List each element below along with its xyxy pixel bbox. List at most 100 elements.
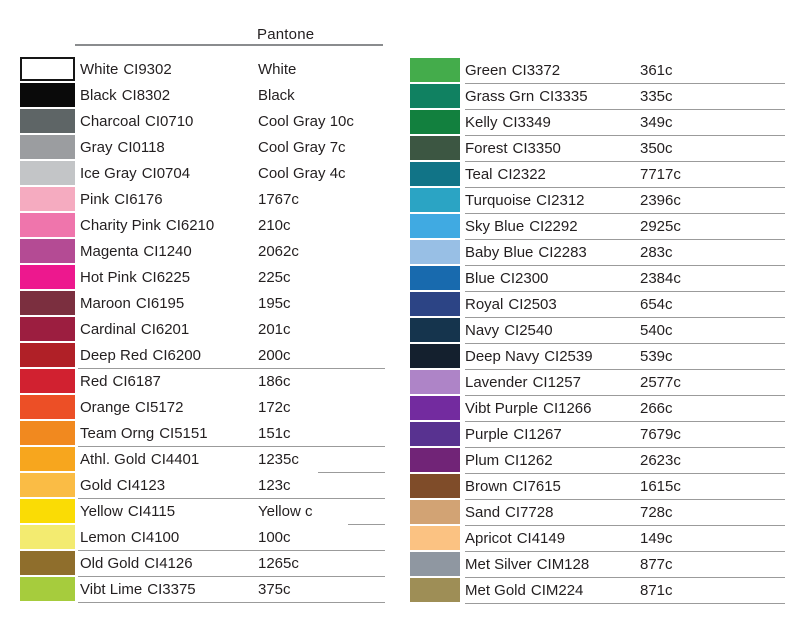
color-row: Grass Grn CI3335 335c bbox=[410, 84, 790, 110]
color-row: Charity Pink CI6210 210c bbox=[20, 213, 390, 239]
color-name-and-code: Blue CI2300 bbox=[465, 270, 548, 287]
ink-code: CI3335 bbox=[539, 88, 588, 105]
color-name: Vibt Lime bbox=[80, 581, 143, 598]
ink-code: CI4149 bbox=[516, 530, 566, 547]
color-name-and-code: Hot Pink CI6225 bbox=[80, 269, 190, 286]
color-row: Met Silver CIM128 877c bbox=[410, 552, 790, 578]
ink-code: CI2312 bbox=[536, 192, 585, 209]
pantone-value: 225c bbox=[258, 269, 291, 286]
color-name-and-code: Magenta CI1240 bbox=[80, 243, 192, 260]
color-name: Lavender bbox=[465, 374, 528, 391]
color-name-and-code: Lemon CI4100 bbox=[80, 529, 179, 546]
color-row: Old Gold CI4126 1265c bbox=[20, 551, 390, 577]
color-swatch bbox=[410, 578, 460, 602]
row-separator-line bbox=[465, 499, 785, 500]
color-name-and-code: Kelly CI3349 bbox=[465, 114, 551, 131]
row-separator-line bbox=[78, 498, 385, 499]
row-separator-line bbox=[465, 421, 785, 422]
color-name-and-code: Deep Navy CI2539 bbox=[465, 348, 593, 365]
color-row: Maroon CI6195 195c bbox=[20, 291, 390, 317]
color-swatch bbox=[410, 396, 460, 420]
color-name: Team Orng bbox=[80, 425, 155, 442]
color-swatch bbox=[410, 474, 460, 498]
color-name: Met Gold bbox=[465, 582, 526, 599]
color-swatch bbox=[20, 161, 75, 185]
ink-code: CI2322 bbox=[497, 166, 546, 183]
color-name-and-code: Lavender CI1257 bbox=[465, 374, 581, 391]
pantone-value: Black bbox=[258, 87, 295, 104]
color-name: Black bbox=[80, 87, 117, 104]
color-name-and-code: Met Gold CIM224 bbox=[465, 582, 583, 599]
row-separator-line bbox=[465, 187, 785, 188]
color-swatch bbox=[20, 577, 75, 601]
pantone-value: 877c bbox=[640, 556, 673, 573]
color-name: Teal bbox=[465, 166, 493, 183]
color-row: Deep Navy CI2539 539c bbox=[410, 344, 790, 370]
ink-code: CI9302 bbox=[123, 61, 172, 78]
color-name: White bbox=[80, 61, 119, 78]
color-name-and-code: Athl. Gold CI4401 bbox=[80, 451, 199, 468]
row-separator-line bbox=[465, 239, 785, 240]
pantone-value: 728c bbox=[640, 504, 673, 521]
color-name: Sand bbox=[465, 504, 501, 521]
row-separator-line bbox=[465, 395, 785, 396]
color-name: Apricot bbox=[465, 530, 512, 547]
ink-code: CI6210 bbox=[165, 217, 215, 234]
color-swatch bbox=[20, 447, 75, 471]
color-name-and-code: Maroon CI6195 bbox=[80, 295, 184, 312]
row-separator-line bbox=[78, 602, 385, 603]
color-row: Hot Pink CI6225 225c bbox=[20, 265, 390, 291]
color-name: Blue bbox=[465, 270, 496, 287]
color-row: White CI9302 White bbox=[20, 57, 390, 83]
color-name-and-code: Vibt Purple CI1266 bbox=[465, 400, 591, 417]
color-name-and-code: Pink CI6176 bbox=[80, 191, 163, 208]
color-name: Royal bbox=[465, 296, 504, 313]
ink-code: CI3372 bbox=[511, 62, 561, 79]
color-name-and-code: Forest CI3350 bbox=[465, 140, 561, 157]
ink-code: CI1262 bbox=[504, 452, 553, 469]
color-swatch bbox=[410, 344, 460, 368]
ink-code: CI5172 bbox=[135, 399, 184, 416]
color-name: Grass Grn bbox=[465, 88, 535, 105]
row-separator-line bbox=[465, 577, 785, 578]
color-row: Gray CI0118 Cool Gray 7c bbox=[20, 135, 390, 161]
pantone-value: 539c bbox=[640, 348, 673, 365]
color-row: Royal CI2503 654c bbox=[410, 292, 790, 318]
color-swatch bbox=[410, 266, 460, 290]
pantone-value: 2925c bbox=[640, 218, 681, 235]
color-name-and-code: Deep Red CI6200 bbox=[80, 347, 201, 364]
pantone-value: 2384c bbox=[640, 270, 681, 287]
color-row: Deep Red CI6200 200c bbox=[20, 343, 390, 369]
color-name: Purple bbox=[465, 426, 509, 443]
pantone-value: 210c bbox=[258, 217, 291, 234]
ink-code: CI2539 bbox=[544, 348, 593, 365]
row-separator-line bbox=[465, 213, 785, 214]
row-separator-line bbox=[318, 472, 385, 473]
color-swatch bbox=[410, 292, 460, 316]
color-name: Deep Navy bbox=[465, 348, 540, 365]
ink-code: CI0710 bbox=[145, 113, 194, 130]
color-row: Sky Blue CI2292 2925c bbox=[410, 214, 790, 240]
ink-code: CI1240 bbox=[143, 243, 192, 260]
color-row: Cardinal CI6201 201c bbox=[20, 317, 390, 343]
ink-code: CI7615 bbox=[512, 478, 561, 495]
color-row: Plum CI1262 2623c bbox=[410, 448, 790, 474]
color-swatch bbox=[410, 500, 460, 524]
pantone-value: 871c bbox=[640, 582, 673, 599]
color-row: Black CI8302 Black bbox=[20, 83, 390, 109]
row-separator-line bbox=[78, 550, 385, 551]
row-separator-line bbox=[465, 447, 785, 448]
color-swatch bbox=[20, 187, 75, 211]
color-swatch bbox=[410, 526, 460, 550]
color-swatch bbox=[20, 421, 75, 445]
color-row: Athl. Gold CI4401 1235c bbox=[20, 447, 390, 473]
row-separator-line bbox=[465, 291, 785, 292]
color-row: Charcoal CI0710 Cool Gray 10c bbox=[20, 109, 390, 135]
color-name: Turquoise bbox=[465, 192, 532, 209]
pantone-value: Cool Gray 4c bbox=[258, 165, 346, 182]
color-name-and-code: Ice Gray CI0704 bbox=[80, 165, 190, 182]
color-name-and-code: Royal CI2503 bbox=[465, 296, 557, 313]
pantone-value: 2577c bbox=[640, 374, 681, 391]
ink-code: CI7728 bbox=[505, 504, 554, 521]
color-name-and-code: Charcoal CI0710 bbox=[80, 113, 193, 130]
